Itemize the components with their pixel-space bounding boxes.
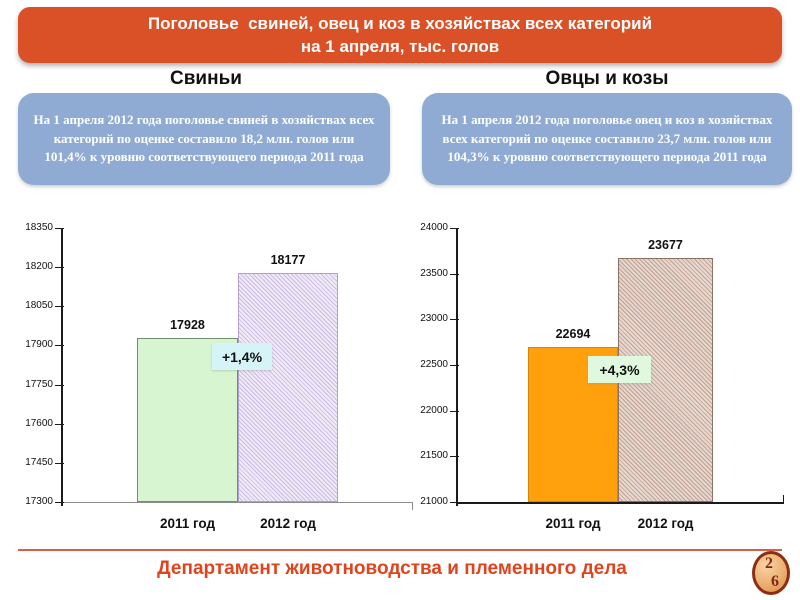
x-axis-category-label: 2011 год xyxy=(159,516,216,531)
y-axis-tick-label: 21000 xyxy=(420,496,448,507)
y-axis-tick xyxy=(55,345,64,346)
x-axis-end-tick xyxy=(783,495,784,503)
section-header-pigs: Свиньи xyxy=(170,68,242,89)
y-axis-tick xyxy=(55,228,64,229)
y-axis-tick-label: 21500 xyxy=(420,450,448,461)
info-box-pigs: На 1 апреля 2012 года поголовье свиней в… xyxy=(18,93,390,185)
y-axis-tick xyxy=(450,502,459,503)
x-axis-line xyxy=(61,502,413,503)
page-number-digit-top: 2 xyxy=(765,555,773,572)
bar-value-label: 22694 xyxy=(555,327,591,341)
y-axis-tick-label: 17450 xyxy=(25,457,53,468)
bar-value-label: 18177 xyxy=(270,253,306,267)
y-axis-tick-label: 22500 xyxy=(420,359,448,370)
page-number-digit-bottom: 6 xyxy=(771,573,779,590)
y-axis-line xyxy=(61,228,63,506)
y-axis-tick-label: 17900 xyxy=(25,339,53,350)
section-header-sheep-goats: Овцы и козы xyxy=(545,68,669,89)
info-text-sheep-goats: На 1 апреля 2012 года поголовье овец и к… xyxy=(441,111,773,165)
y-axis-tick xyxy=(450,411,459,412)
bar-chart-pigs: 17300 17450 17600 17750 17900 18050 18200 18350… xyxy=(20,210,413,540)
y-axis-tick-label: 18200 xyxy=(25,261,53,272)
growth-annotation: +4,3% xyxy=(588,356,651,383)
y-axis-tick-label: 23000 xyxy=(420,313,448,324)
footer-text: Департамент животноводства и племенного … xyxy=(157,558,627,579)
bar-value-label: 23677 xyxy=(648,238,683,252)
y-axis-tick xyxy=(450,319,459,320)
bar-value-label: 17928 xyxy=(170,318,205,332)
y-axis-tick xyxy=(55,463,64,464)
y-axis-tick-label: 18050 xyxy=(25,300,53,311)
y-axis-tick-label: 17750 xyxy=(25,379,53,390)
y-axis-tick-label: 17600 xyxy=(25,418,53,429)
y-axis-tick-label: 17300 xyxy=(25,496,53,507)
x-axis-category-label: 2012 год xyxy=(260,516,316,531)
slide-title-line1: Поголовье свиней, овец и коз в хозяйства… xyxy=(147,14,653,33)
growth-annotation: +1,4% xyxy=(212,343,272,370)
y-axis-tick xyxy=(450,365,459,366)
page-number-badge: 2 6 xyxy=(752,551,790,595)
title-banner: Поголовье свиней, овец и коз в хозяйства… xyxy=(18,7,782,63)
info-text-pigs: На 1 апреля 2012 года поголовье свиней в… xyxy=(33,111,375,165)
bar-chart-sheep-goats: 21000 21500 22000 22500 23000 23500 24000 22694… xyxy=(420,210,798,540)
y-axis-tick xyxy=(450,274,459,275)
bar-2012 год xyxy=(238,273,338,502)
y-axis-tick-label: 23500 xyxy=(420,268,448,279)
y-axis-tick xyxy=(450,456,459,457)
y-axis-tick xyxy=(55,424,64,425)
y-axis-tick xyxy=(55,502,64,503)
y-axis-tick xyxy=(55,385,64,386)
footer-divider xyxy=(18,549,782,551)
y-axis-tick xyxy=(450,228,459,229)
x-axis-line xyxy=(456,502,784,504)
x-axis-category-label: 2011 год xyxy=(545,516,601,531)
y-axis-tick-label: 18350 xyxy=(25,222,53,233)
y-axis-line xyxy=(456,228,458,506)
y-axis-tick-label: 22000 xyxy=(420,405,448,416)
info-box-sheep-goats: На 1 апреля 2012 года поголовье овец и к… xyxy=(422,93,792,185)
slide-title-line2: на 1 апреля, тыс. голов xyxy=(300,37,500,56)
x-axis-end-tick xyxy=(412,502,413,510)
y-axis-tick xyxy=(55,306,64,307)
y-axis-tick-label: 24000 xyxy=(420,222,448,233)
y-axis-tick xyxy=(55,267,64,268)
x-axis-category-label: 2012 год xyxy=(637,516,694,531)
